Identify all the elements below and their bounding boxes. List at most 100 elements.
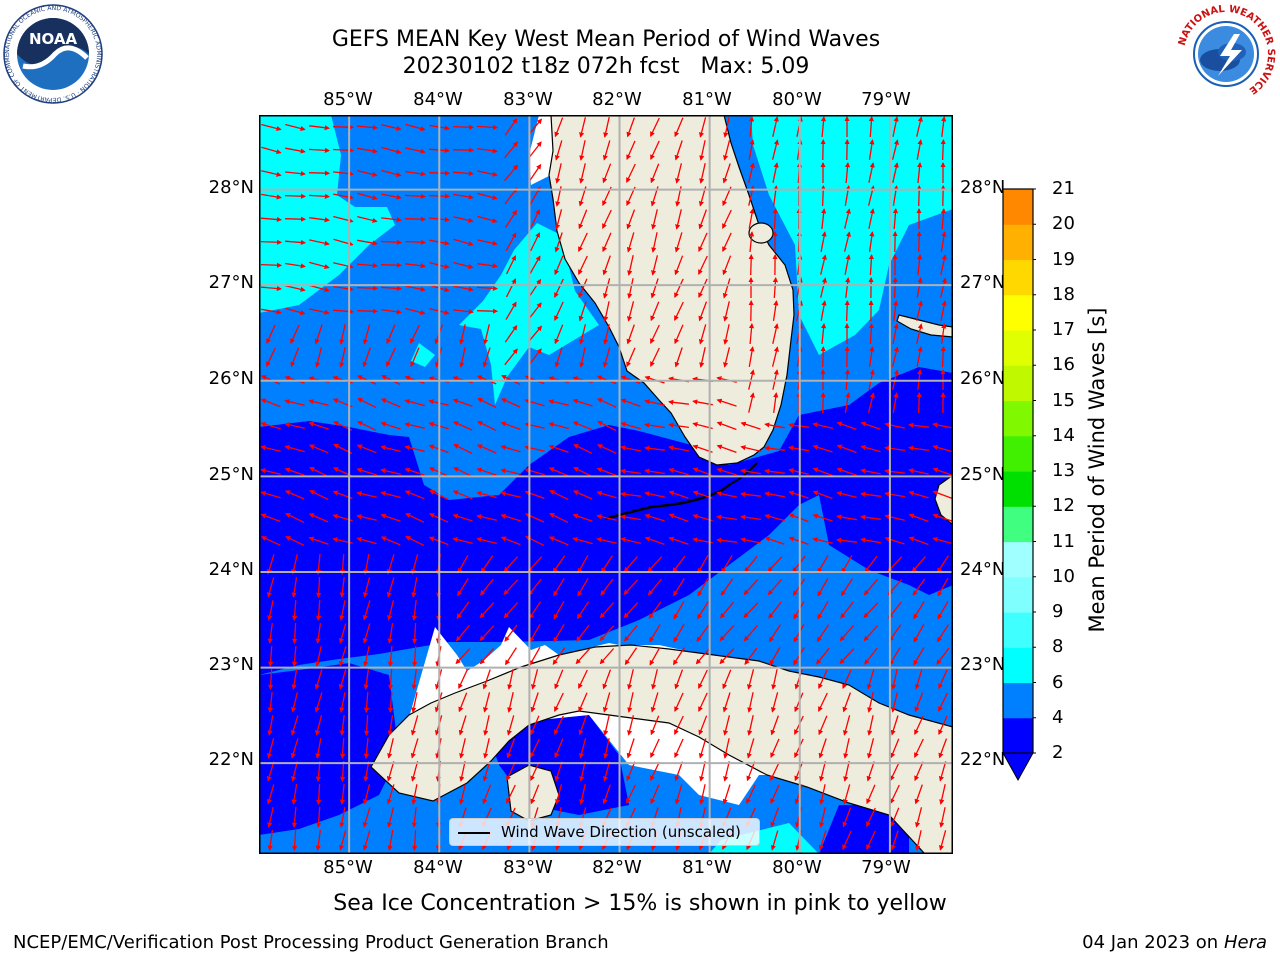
- wave-direction-arrow: [404, 216, 427, 222]
- wave-direction-arrow: [363, 577, 371, 598]
- wave-direction-arrow: [266, 324, 276, 345]
- wave-direction-arrow: [624, 624, 638, 642]
- wave-direction-arrow: [554, 669, 564, 690]
- wave-direction-arrow: [483, 324, 490, 345]
- wave-direction-arrow: [698, 117, 707, 138]
- wave-direction-arrow: [601, 555, 613, 574]
- colorbar-tick-label: 11: [1052, 530, 1075, 552]
- wave-direction-arrow: [650, 692, 659, 713]
- wave-direction-arrow: [309, 284, 330, 293]
- wave-direction-arrow: [500, 536, 521, 546]
- wave-direction-arrow: [285, 123, 306, 131]
- wave-direction-arrow: [554, 738, 564, 759]
- wave-direction-arrow: [650, 324, 660, 344]
- wave-direction-arrow: [554, 715, 564, 735]
- wave-direction-arrow: [884, 514, 905, 521]
- wave-direction-arrow: [938, 830, 947, 851]
- wave-direction-arrow: [723, 738, 730, 759]
- wave-direction-arrow: [455, 648, 471, 665]
- wave-direction-arrow: [626, 738, 635, 759]
- wave-direction-arrow: [404, 445, 425, 453]
- wave-direction-arrow: [812, 537, 833, 544]
- wave-direction-arrow: [267, 807, 274, 828]
- wave-direction-arrow: [285, 170, 306, 177]
- colorbar-tick-label: 20: [1052, 213, 1075, 235]
- wave-direction-arrow: [339, 577, 345, 598]
- wave-direction-arrow: [817, 577, 829, 597]
- wave-direction-arrow: [748, 208, 755, 229]
- wave-direction-arrow: [285, 262, 306, 269]
- wave-direction-arrow: [356, 536, 377, 545]
- wave-direction-arrow: [505, 232, 517, 252]
- wave-direction-arrow: [285, 285, 306, 292]
- wave-direction-arrow: [530, 715, 540, 736]
- wave-direction-arrow: [602, 232, 612, 253]
- wave-direction-arrow: [868, 322, 874, 345]
- wave-direction-arrow: [476, 308, 499, 314]
- wave-direction-arrow: [315, 761, 322, 782]
- wave-direction-arrow: [626, 324, 635, 345]
- wave-direction-arrow: [504, 348, 518, 366]
- wave-direction-arrow: [477, 147, 498, 154]
- wave-direction-arrow: [507, 692, 514, 713]
- wave-direction-arrow: [476, 467, 497, 476]
- wave-direction-arrow: [891, 139, 899, 160]
- lon-tick-top: 79°W: [861, 89, 911, 110]
- wave-direction-arrow: [842, 692, 852, 713]
- wave-direction-arrow: [579, 761, 586, 782]
- wave-direction-arrow: [411, 577, 418, 598]
- wave-direction-arrow: [820, 345, 826, 368]
- wave-direction-arrow: [768, 601, 782, 619]
- wave-direction-arrow: [844, 208, 851, 229]
- wave-direction-arrow: [820, 277, 827, 298]
- wave-direction-arrow: [480, 555, 494, 574]
- wave-direction-arrow: [644, 536, 665, 546]
- wave-direction-arrow: [504, 117, 518, 136]
- wave-direction-arrow: [603, 715, 610, 736]
- wave-direction-arrow: [748, 162, 755, 183]
- wave-direction-arrow: [410, 715, 419, 736]
- wave-direction-arrow: [292, 829, 298, 852]
- colorbar-tick-label: 17: [1052, 319, 1075, 340]
- wave-direction-arrow: [620, 421, 641, 430]
- wave-direction-arrow: [477, 263, 498, 269]
- wave-direction-arrow: [356, 514, 377, 521]
- wave-direction-arrow: [339, 600, 346, 621]
- wave-direction-arrow: [892, 162, 899, 183]
- wave-direction-arrow: [673, 600, 685, 620]
- wave-direction-arrow: [890, 807, 900, 828]
- wave-direction-arrow: [916, 300, 923, 321]
- wave-direction-arrow: [916, 253, 923, 276]
- nws-logo: NATIONAL WEATHER SERVICE: [1177, 4, 1276, 103]
- wave-direction-arrow: [747, 715, 754, 736]
- wave-direction-arrow: [405, 285, 426, 292]
- wave-direction-arrow: [860, 491, 881, 497]
- wave-direction-arrow: [668, 490, 689, 499]
- wave-direction-arrow: [842, 830, 852, 851]
- wave-direction-arrow: [722, 232, 732, 253]
- wave-direction-arrow: [916, 116, 923, 137]
- wave-direction-arrow: [476, 537, 497, 545]
- wave-direction-arrow: [357, 215, 378, 223]
- wave-direction-arrow: [404, 422, 425, 429]
- wave-direction-arrow: [411, 807, 417, 828]
- wave-direction-arrow: [260, 468, 281, 475]
- wave-direction-arrow: [627, 278, 634, 299]
- wave-direction-arrow: [769, 646, 781, 666]
- land-cuba: [370, 644, 953, 854]
- wave-direction-arrow: [266, 347, 276, 367]
- wave-direction-arrow: [573, 444, 593, 454]
- wave-direction-arrow: [528, 325, 543, 343]
- wave-direction-arrow: [698, 278, 708, 299]
- wave-direction-arrow: [620, 514, 642, 521]
- wave-direction-arrow: [818, 715, 828, 736]
- wave-direction-arrow: [674, 715, 684, 735]
- wave-direction-arrow: [843, 738, 850, 759]
- wave-direction-arrow: [579, 324, 587, 345]
- wave-direction-arrow: [315, 806, 322, 829]
- wave-direction-arrow: [772, 207, 778, 230]
- wave-direction-arrow: [457, 578, 469, 597]
- wave-direction-arrow: [482, 347, 491, 368]
- wave-direction-arrow: [309, 261, 330, 270]
- wave-direction-arrow: [552, 555, 566, 574]
